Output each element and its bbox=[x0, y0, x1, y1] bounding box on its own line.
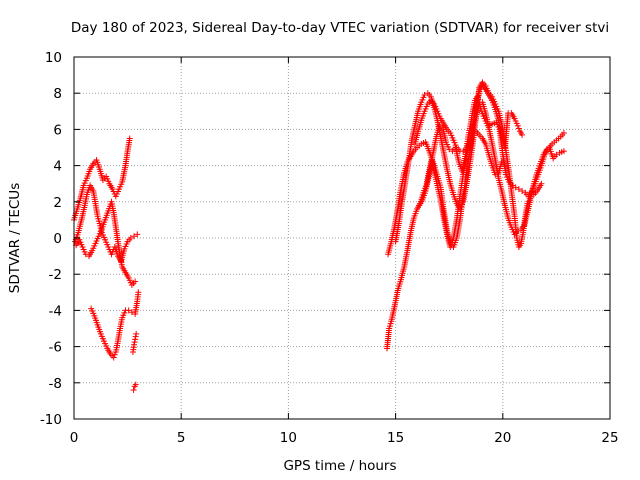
data-point bbox=[514, 122, 521, 129]
data-point bbox=[560, 148, 567, 155]
data-point bbox=[538, 180, 545, 187]
data-point bbox=[134, 231, 141, 238]
y-tick-label: 10 bbox=[45, 50, 62, 66]
data-points bbox=[71, 79, 567, 394]
data-point bbox=[498, 158, 505, 165]
data-point bbox=[519, 131, 526, 138]
data-point bbox=[132, 333, 139, 340]
data-point bbox=[515, 186, 522, 193]
y-tick-label: -2 bbox=[49, 267, 62, 283]
data-point bbox=[126, 135, 133, 142]
y-tick-label: -4 bbox=[49, 303, 62, 319]
tick-labels: 0 5 10 15 20 25 -10 -8 -6 -4 -2 0 2 4 6 8 10 bbox=[40, 50, 619, 446]
y-tick-label: 4 bbox=[53, 159, 62, 175]
y-tick-label: 6 bbox=[53, 122, 62, 138]
data-point bbox=[519, 187, 526, 194]
data-point bbox=[111, 351, 118, 358]
x-axis-label: GPS time / hours bbox=[283, 458, 396, 474]
data-point bbox=[527, 193, 534, 200]
y-tick-label: -10 bbox=[40, 412, 62, 428]
y-tick-label: -8 bbox=[49, 376, 62, 392]
x-tick-label: 25 bbox=[601, 430, 618, 446]
y-tick-label: 2 bbox=[53, 195, 62, 211]
x-tick-label: 15 bbox=[387, 430, 404, 446]
data-point bbox=[560, 130, 567, 137]
data-point bbox=[133, 330, 140, 337]
ticks bbox=[73, 56, 611, 420]
data-point bbox=[553, 151, 560, 158]
data-point bbox=[127, 235, 134, 241]
data-point bbox=[132, 336, 139, 343]
data-point bbox=[131, 233, 138, 240]
data-point bbox=[132, 278, 139, 285]
data-point bbox=[131, 341, 138, 348]
y-tick-label: 8 bbox=[53, 86, 62, 102]
y-axis-label: SDTVAR / TECUs bbox=[7, 183, 23, 293]
data-point bbox=[110, 354, 117, 361]
data-point bbox=[492, 171, 499, 178]
data-point bbox=[512, 184, 519, 191]
data-point bbox=[135, 289, 142, 296]
chart-title: Day 180 of 2023, Sidereal Day-to-day VTE… bbox=[71, 20, 609, 36]
x-tick-label: 20 bbox=[494, 430, 511, 446]
data-point bbox=[132, 381, 139, 388]
data-point bbox=[515, 125, 522, 132]
data-point bbox=[125, 307, 132, 314]
y-tick-label: -6 bbox=[49, 340, 62, 356]
x-tick-label: 10 bbox=[280, 430, 297, 446]
data-point bbox=[130, 387, 137, 394]
data-point bbox=[460, 148, 467, 155]
y-tick-label: 0 bbox=[53, 231, 62, 247]
x-tick-label: 5 bbox=[177, 430, 186, 446]
data-point bbox=[131, 339, 138, 346]
x-tick-label: 0 bbox=[70, 430, 79, 446]
